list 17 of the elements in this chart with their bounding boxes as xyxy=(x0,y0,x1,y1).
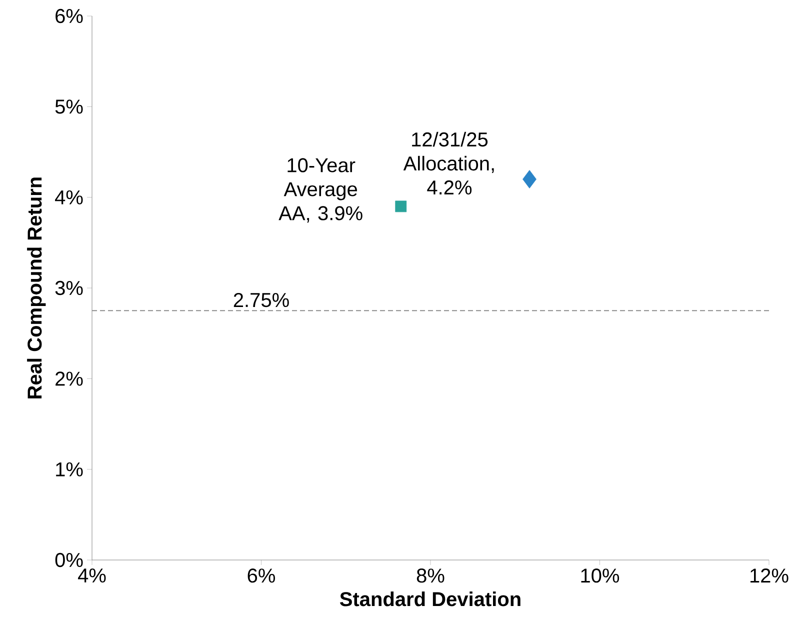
y-tick-label: 5% xyxy=(55,100,83,114)
annotation: 10-Year Average AA, 3.9% xyxy=(278,158,362,223)
y-tick-label: 6% xyxy=(56,8,83,24)
y-tick-label: 3% xyxy=(55,280,83,296)
x-tick-label: 12% xyxy=(750,568,788,583)
y-tick-label: 2% xyxy=(56,372,83,386)
x-tick-label: 8% xyxy=(416,568,444,583)
x-tick-label: 4% xyxy=(78,568,106,583)
y-tick-label: 1% xyxy=(56,462,83,476)
x-tick-label: 10% xyxy=(581,568,620,583)
x-tick-label: 6% xyxy=(248,568,275,583)
y-axis-title: Real Compound Return xyxy=(27,178,46,398)
y-tick-label: 4% xyxy=(55,190,83,204)
ref-line-label: 2.75% xyxy=(234,292,289,308)
y-tick-label: 0% xyxy=(55,552,83,568)
x-axis-title: Standard Deviation xyxy=(340,592,520,606)
annotation: 12/31/25 Allocation, 4.2% xyxy=(403,132,494,194)
